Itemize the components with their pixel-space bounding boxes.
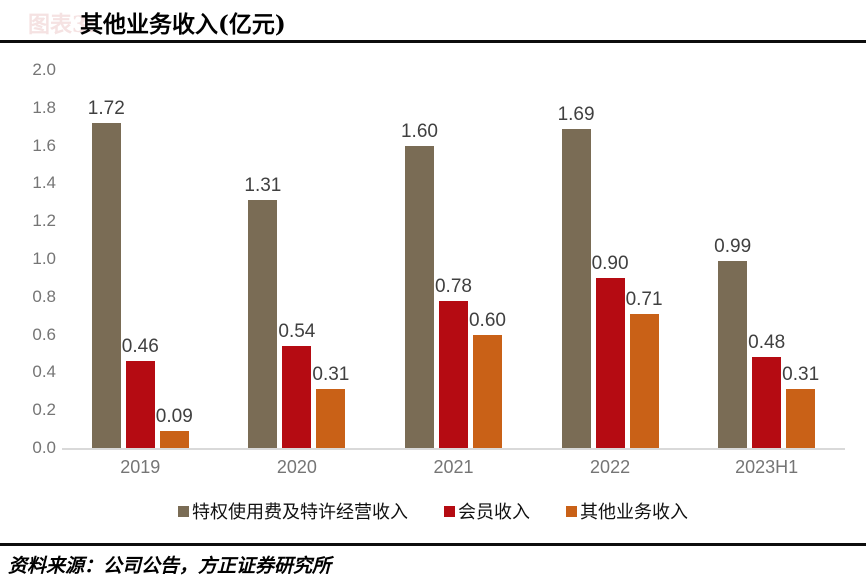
legend-item: 其他业务收入 [566, 498, 688, 524]
y-axis: 2.0 1.8 1.6 1.4 1.2 1.0 0.8 0.6 0.4 0.2 0.0 [14, 60, 56, 457]
bar-2020 [282, 345, 312, 448]
bar-col: 1.60 [401, 121, 438, 448]
bar-value-label: 0.48 [748, 332, 786, 354]
figure-number-faint: 图表3: [28, 12, 96, 38]
y-tick-label: 0.6 [32, 324, 56, 344]
y-tick-label: 1.0 [32, 249, 56, 268]
source-note: 资料来源：公司公告，方正证券研究所 [8, 555, 332, 577]
bar-group-2019: 1.72 0.46 0.09 [62, 70, 219, 448]
bar-col: 1.69 [558, 104, 595, 448]
bar-value-label: 0.46 [121, 336, 159, 358]
y-tick-label: 1.2 [32, 211, 56, 231]
y-tick-label: 0.4 [32, 362, 56, 382]
bar-2021 [472, 334, 502, 448]
bar-col: 1.31 [244, 175, 281, 448]
x-axis-label-2023H1: 2023H1 [735, 457, 799, 477]
bar-2019 [125, 361, 155, 448]
legend-label: 其他业务收入 [580, 502, 688, 522]
bar-value-label: 0.78 [434, 275, 472, 297]
bar-col: 0.31 [312, 364, 349, 448]
bar-col: 0.54 [278, 321, 315, 448]
y-tick-label: 2.0 [32, 60, 56, 79]
bar-col: 0.31 [782, 364, 819, 448]
x-axis-label-2019: 2019 [120, 457, 161, 477]
bar-value-label: 0.09 [155, 406, 193, 427]
bar-2019 [159, 431, 189, 448]
bar-2019 [91, 122, 121, 448]
bar-value-label: 0.54 [278, 320, 316, 342]
bar-col: 1.72 [88, 98, 125, 448]
bar-value-label: 0.71 [625, 288, 663, 310]
bar-value-label: 0.60 [468, 309, 506, 331]
plot-area: 1.72 0.46 0.09 1.31 0.54 0.31 1.60 0.78 0.60 1.69… [62, 70, 845, 450]
legend-label: 会员收入 [458, 502, 530, 522]
bar-col: 0.48 [748, 332, 785, 448]
y-tick-label: 0.2 [32, 400, 56, 420]
bar-2023H1 [786, 389, 816, 448]
bar-col: 0.60 [469, 310, 506, 448]
legend-item: 特权使用费及特许经营收入 [178, 498, 408, 524]
y-tick-label: 1.6 [32, 135, 56, 155]
bar-col: 0.99 [714, 236, 751, 448]
bar-2021 [438, 300, 468, 448]
legend-swatch-icon [178, 505, 189, 517]
bar-col: 0.78 [435, 276, 472, 448]
y-tick-label: 1.4 [32, 173, 56, 193]
bar-col: 0.90 [592, 253, 629, 448]
bar-group-2020: 1.31 0.54 0.31 [219, 70, 376, 448]
legend-swatch-icon [566, 505, 577, 517]
bar-2022 [561, 128, 591, 448]
y-tick-label: 0.8 [32, 286, 56, 306]
bar-2020 [248, 200, 278, 448]
legend-swatch-icon [444, 505, 455, 517]
x-axis-labels: 2019 2020 2021 2022 2023H1 [62, 457, 845, 478]
bar-value-label: 0.31 [782, 364, 820, 386]
x-axis-label-2020: 2020 [276, 457, 317, 477]
bar-2023H1 [718, 260, 748, 448]
bar-group-2023H1: 0.99 0.48 0.31 [688, 70, 845, 448]
y-tick-label: 1.8 [32, 97, 56, 117]
bar-value-label: 0.31 [312, 364, 350, 386]
footer-rule [0, 543, 866, 546]
bar-2022 [595, 277, 625, 448]
bar-col: 0.09 [156, 406, 193, 448]
bar-2021 [404, 145, 434, 448]
bar-2023H1 [752, 357, 782, 448]
bar-value-label: 0.99 [714, 235, 752, 257]
bar-value-label: 1.69 [557, 103, 595, 125]
bar-col: 0.71 [626, 289, 663, 448]
bar-value-label: 0.90 [591, 252, 629, 274]
bar-group-2021: 1.60 0.78 0.60 [375, 70, 532, 448]
bar-col: 0.46 [122, 336, 159, 448]
y-tick-label: 0.0 [32, 438, 56, 457]
bar-value-label: 1.72 [87, 97, 125, 119]
chart-title: 其他业务收入(亿元) [80, 11, 286, 38]
legend-label: 特权使用费及特许经营收入 [192, 502, 408, 522]
legend: 特权使用费及特许经营收入 会员收入 其他业务收入 [0, 498, 866, 524]
bar-value-label: 1.31 [244, 175, 282, 197]
legend-item: 会员收入 [444, 498, 530, 524]
bar-value-label: 1.60 [400, 120, 438, 142]
bar-2020 [316, 389, 346, 448]
bar-group-2022: 1.69 0.90 0.71 [532, 70, 689, 448]
title-underline-rule [0, 40, 866, 43]
x-axis-label-2021: 2021 [433, 457, 474, 477]
x-axis-label-2022: 2022 [590, 457, 631, 477]
bar-2022 [629, 313, 659, 448]
